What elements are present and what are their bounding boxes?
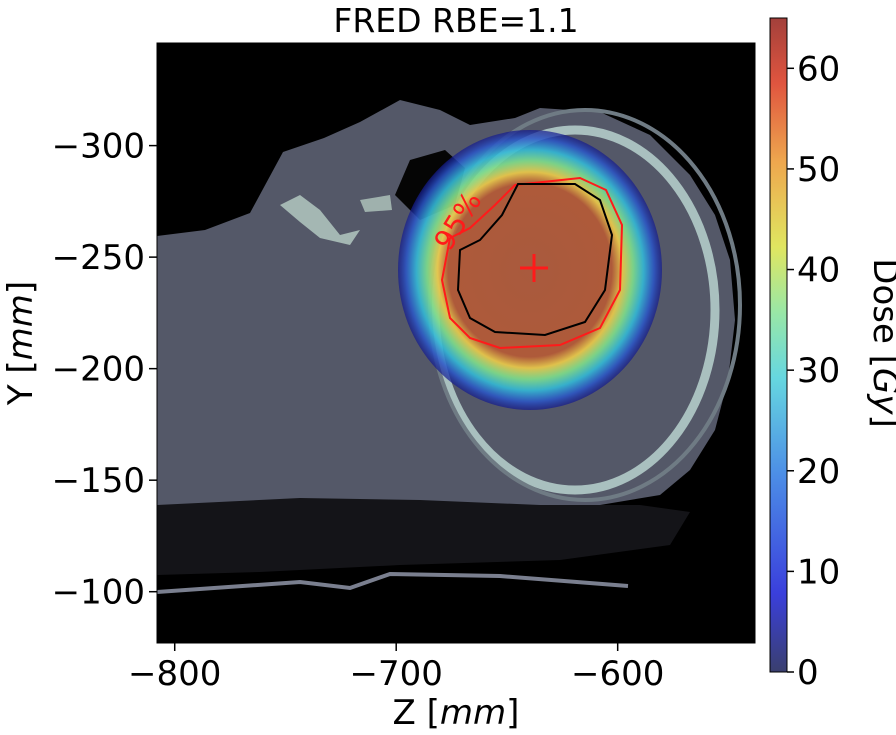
colorbar-tick-label: 30	[797, 351, 840, 391]
colorbar	[769, 17, 788, 673]
colorbar-tick-label: 0	[797, 653, 819, 693]
y-tick-label: −250	[52, 238, 145, 278]
x-tick-label: −600	[571, 654, 664, 694]
y-tick-label: −200	[52, 350, 145, 390]
target-marker	[520, 254, 548, 282]
colorbar-tick-label: 60	[797, 49, 840, 89]
ct-lower-shadow	[157, 498, 690, 575]
ct-bone-fragment	[280, 195, 360, 245]
x-axis-label: Z [mm]	[393, 693, 520, 733]
y-tick-label: −100	[52, 573, 145, 613]
colorbar-tick-label: 40	[797, 251, 840, 291]
ct-bone-fragment	[360, 195, 392, 212]
plot-area: 95%	[157, 43, 755, 643]
x-axis: −800 −700 −600	[128, 643, 664, 694]
colorbar-label: Dose [Gy]	[865, 258, 896, 427]
x-tick-label: −800	[128, 654, 221, 694]
target-contour	[456, 183, 614, 337]
y-tick-label: −300	[52, 127, 145, 167]
x-tick-label: −700	[350, 654, 443, 694]
colorbar-axis: 0 10 20 30 40 50 60	[787, 49, 840, 693]
isodose-95-contour	[440, 176, 624, 350]
ct-table	[157, 571, 629, 594]
y-tick-label: −150	[52, 461, 145, 501]
colorbar-tick-label: 10	[797, 552, 840, 592]
y-axis-label: Y [mm]	[1, 281, 41, 406]
plot-frame	[156, 42, 756, 644]
colorbar-tick-label: 50	[797, 150, 840, 190]
dose-wash	[398, 130, 662, 410]
y-axis: −300 −250 −200 −150 −100	[52, 127, 157, 613]
colorbar-tick-label: 20	[797, 452, 840, 492]
chart-title: FRED RBE=1.1	[333, 1, 578, 40]
